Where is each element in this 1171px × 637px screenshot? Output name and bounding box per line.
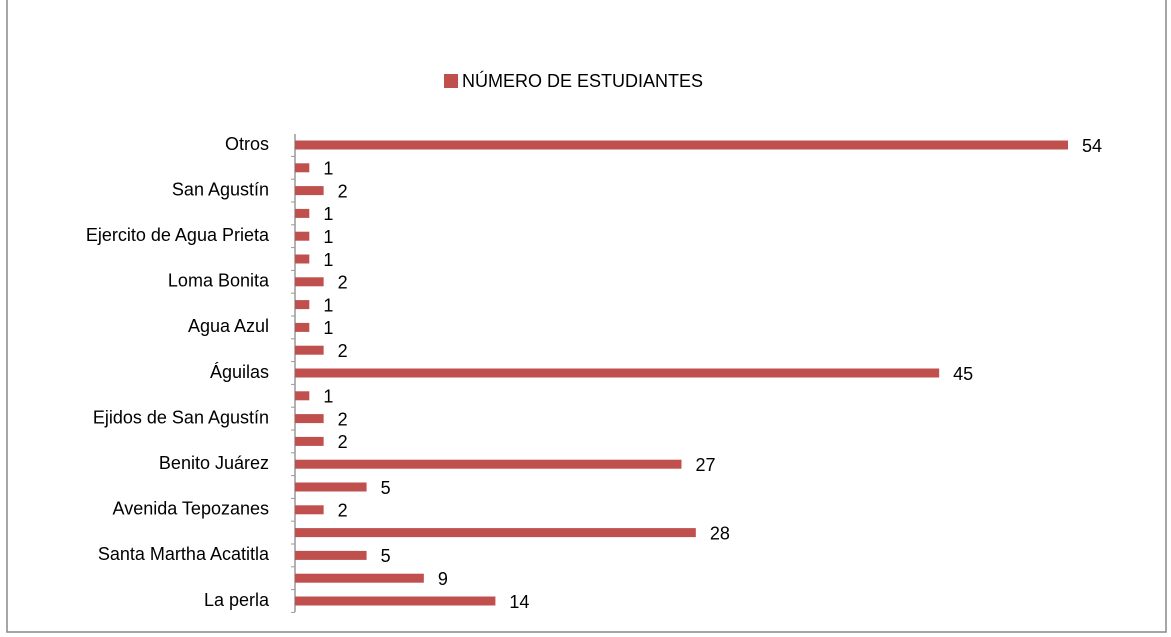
bar — [295, 163, 310, 173]
bar — [295, 231, 310, 241]
bar — [295, 186, 324, 196]
bar — [295, 573, 424, 583]
value-label: 27 — [696, 455, 716, 475]
bar — [295, 414, 324, 424]
bar — [295, 322, 310, 332]
bar — [295, 550, 367, 560]
bar — [295, 140, 1068, 150]
value-label: 1 — [323, 387, 333, 407]
bar — [295, 528, 696, 538]
legend-swatch — [444, 74, 458, 88]
value-label: 1 — [323, 250, 333, 270]
value-label: 2 — [338, 432, 348, 452]
y-tick-label: Ejidos de San Agustín — [93, 407, 269, 427]
value-label: 5 — [381, 478, 391, 498]
value-label: 1 — [323, 318, 333, 338]
bar — [295, 368, 940, 378]
y-tick-label: Santa Martha Acatitla — [98, 544, 270, 564]
bar — [295, 391, 310, 401]
value-label: 1 — [323, 204, 333, 224]
bar — [295, 345, 324, 355]
bar — [295, 505, 324, 515]
bar — [295, 459, 682, 469]
chart-frame — [6, 0, 1167, 633]
value-label: 2 — [338, 341, 348, 361]
value-label: 2 — [338, 181, 348, 201]
legend-label: NÚMERO DE ESTUDIANTES — [462, 70, 703, 91]
value-label: 2 — [338, 501, 348, 521]
bar — [295, 254, 310, 264]
bar — [295, 596, 496, 606]
value-label: 28 — [710, 523, 730, 543]
value-label: 45 — [953, 364, 973, 384]
value-label: 1 — [323, 227, 333, 247]
y-tick-label: San Agustín — [172, 179, 269, 199]
bar — [295, 482, 367, 492]
value-label: 5 — [381, 546, 391, 566]
bar — [295, 208, 310, 218]
y-tick-label: Agua Azul — [188, 316, 269, 336]
value-label: 2 — [338, 409, 348, 429]
value-label: 2 — [338, 273, 348, 293]
y-tick-label: Benito Juárez — [159, 453, 269, 473]
y-tick-label: Águilas — [210, 362, 269, 382]
value-label: 1 — [323, 295, 333, 315]
y-tick-label: Avenida Tepozanes — [113, 499, 269, 519]
value-label: 1 — [323, 159, 333, 179]
y-tick-label: Otros — [225, 134, 269, 154]
value-label: 9 — [438, 569, 448, 589]
y-tick-label: Loma Bonita — [168, 271, 270, 291]
bar — [295, 277, 324, 287]
y-tick-label: La perla — [204, 590, 270, 610]
bar — [295, 300, 310, 310]
y-tick-label: Ejercito de Agua Prieta — [86, 225, 270, 245]
value-label: 14 — [509, 592, 529, 612]
value-label: 54 — [1082, 136, 1102, 156]
bar — [295, 436, 324, 446]
